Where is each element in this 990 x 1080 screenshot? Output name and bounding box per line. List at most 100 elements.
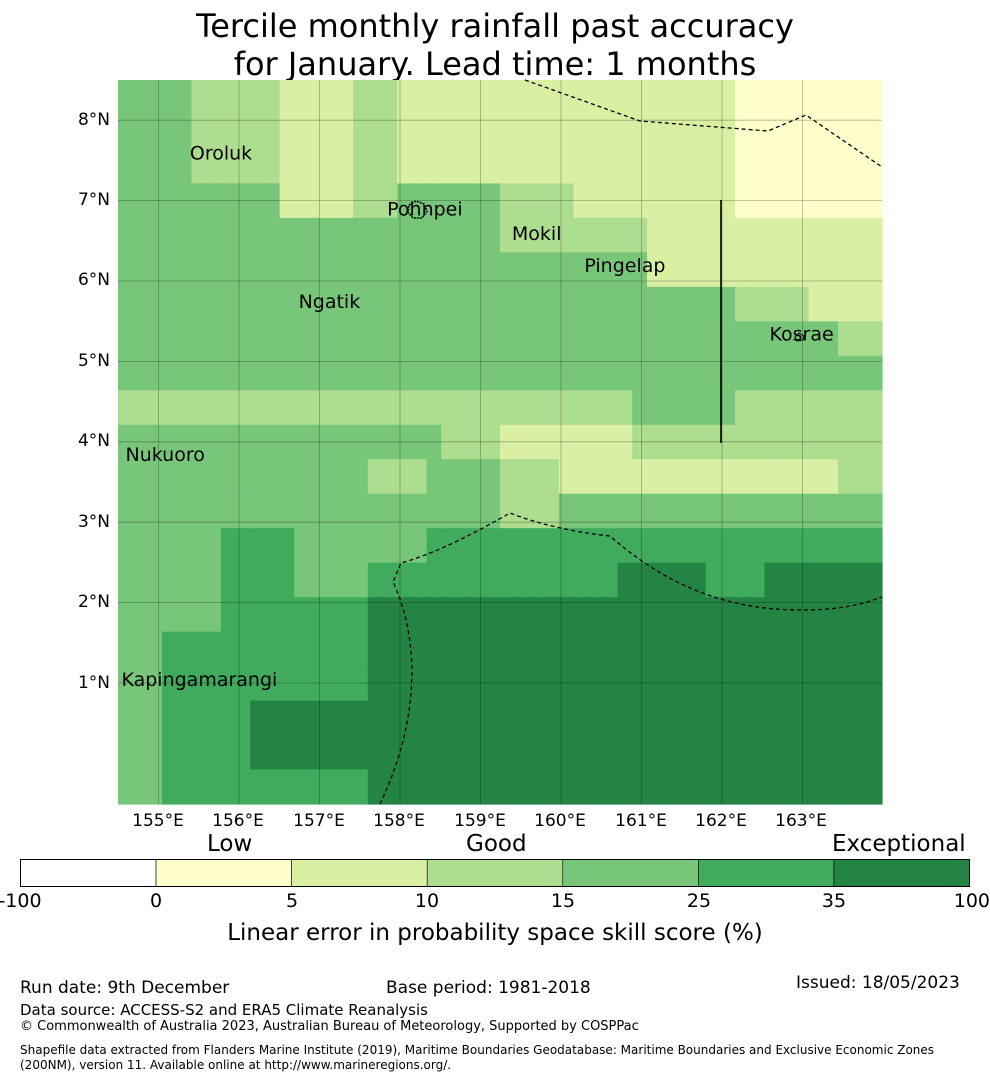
grid-cell bbox=[426, 390, 442, 426]
pohnpei-island-outline bbox=[407, 200, 428, 219]
grid-cell bbox=[132, 493, 148, 529]
grid-cell bbox=[294, 597, 310, 633]
grid-cell bbox=[264, 321, 281, 357]
grid-cell bbox=[691, 700, 707, 736]
grid-cell bbox=[162, 700, 178, 736]
grid-cell bbox=[573, 459, 589, 495]
grid-cell bbox=[353, 597, 369, 633]
grid-cell bbox=[558, 183, 575, 219]
grid-cell bbox=[558, 700, 575, 736]
grid-cell bbox=[646, 424, 663, 460]
grid-cell bbox=[735, 700, 751, 736]
grid-cell bbox=[705, 355, 721, 391]
grid-cell bbox=[646, 148, 663, 185]
grid-cell bbox=[823, 321, 839, 357]
grid-cell bbox=[823, 424, 839, 460]
grid-cell bbox=[191, 493, 207, 529]
grid-cell bbox=[837, 252, 854, 288]
grid-cell bbox=[264, 769, 281, 805]
grid-cell bbox=[455, 148, 472, 185]
grid-cell bbox=[735, 80, 751, 116]
grid-cell bbox=[411, 735, 428, 771]
grid-cell bbox=[544, 286, 560, 322]
grid-cell bbox=[749, 80, 766, 116]
grid-cell bbox=[426, 631, 442, 667]
grid-cell bbox=[264, 493, 281, 529]
grid-cell bbox=[206, 321, 222, 357]
grid-cell bbox=[132, 183, 148, 219]
grid-cell bbox=[397, 562, 413, 598]
grid-cell bbox=[235, 390, 251, 426]
grid-cell bbox=[852, 769, 868, 805]
grid-cell bbox=[632, 114, 648, 150]
grid-cell bbox=[588, 424, 604, 460]
grid-cell bbox=[720, 355, 736, 391]
grid-cell bbox=[206, 148, 222, 185]
grid-cell bbox=[382, 493, 398, 529]
grid-cell bbox=[338, 355, 354, 391]
grid-cell bbox=[191, 252, 207, 288]
grid-cell bbox=[367, 217, 384, 253]
grid-cell bbox=[529, 528, 545, 564]
place-label-ngatik: Ngatik bbox=[299, 291, 361, 313]
grid-cell bbox=[279, 321, 295, 357]
grid-cell bbox=[764, 390, 780, 426]
grid-cell bbox=[118, 217, 134, 253]
grid-cell bbox=[323, 562, 339, 598]
grid-cell bbox=[544, 562, 560, 598]
grid-cell bbox=[544, 700, 560, 736]
grid-cell bbox=[646, 735, 663, 771]
grid-cell bbox=[485, 700, 501, 736]
grid-cell bbox=[353, 390, 369, 426]
grid-cell bbox=[323, 528, 339, 564]
grid-cell bbox=[147, 597, 163, 633]
grid-cell bbox=[147, 562, 163, 598]
grid-cell bbox=[176, 80, 193, 116]
colorbar-tick-35: 35 bbox=[821, 890, 847, 912]
grid-cell bbox=[573, 631, 589, 667]
grid-cell bbox=[264, 355, 281, 391]
grid-cell bbox=[779, 700, 795, 736]
grid-cell bbox=[397, 321, 413, 357]
grid-cell bbox=[529, 321, 545, 357]
grid-cell bbox=[176, 666, 193, 702]
grid-cell bbox=[823, 80, 839, 116]
grid-cell bbox=[132, 114, 148, 150]
grid-cell bbox=[735, 390, 751, 426]
grid-cell bbox=[602, 321, 619, 357]
grid-cell bbox=[147, 80, 163, 116]
grid-cell bbox=[573, 390, 589, 426]
grid-cell bbox=[691, 493, 707, 529]
lon-label-155e: 155°E bbox=[132, 811, 184, 831]
grid-cell bbox=[367, 459, 384, 495]
grid-cell bbox=[382, 424, 398, 460]
map-title-line1: Tercile monthly rainfall past accuracy bbox=[196, 7, 794, 45]
grid-cell bbox=[514, 80, 530, 116]
grid-cell bbox=[764, 80, 780, 116]
grid-cell bbox=[235, 735, 251, 771]
grid-cell bbox=[779, 735, 795, 771]
grid-cell bbox=[500, 355, 516, 391]
grid-cell bbox=[382, 735, 398, 771]
grid-cell bbox=[411, 183, 428, 219]
grid-cell bbox=[118, 631, 134, 667]
grid-cell bbox=[558, 390, 575, 426]
grid-cell bbox=[500, 148, 516, 185]
grid-cell bbox=[279, 424, 295, 460]
grid-cell bbox=[367, 355, 384, 391]
grid-cell bbox=[588, 217, 604, 253]
grid-cell bbox=[309, 390, 325, 426]
grid-cell bbox=[735, 252, 751, 288]
grid-cell bbox=[397, 286, 413, 322]
lon-label-163e: 163°E bbox=[775, 811, 827, 831]
grid-cell bbox=[426, 217, 442, 253]
grid-cell bbox=[338, 528, 354, 564]
grid-cell bbox=[485, 390, 501, 426]
grid-cell bbox=[162, 80, 178, 116]
grid-cell bbox=[220, 424, 237, 460]
grid-cell bbox=[691, 252, 707, 288]
grid-cell bbox=[147, 735, 163, 771]
grid-cell bbox=[779, 597, 795, 633]
grid-cell bbox=[661, 493, 677, 529]
grid-cell bbox=[823, 562, 839, 598]
